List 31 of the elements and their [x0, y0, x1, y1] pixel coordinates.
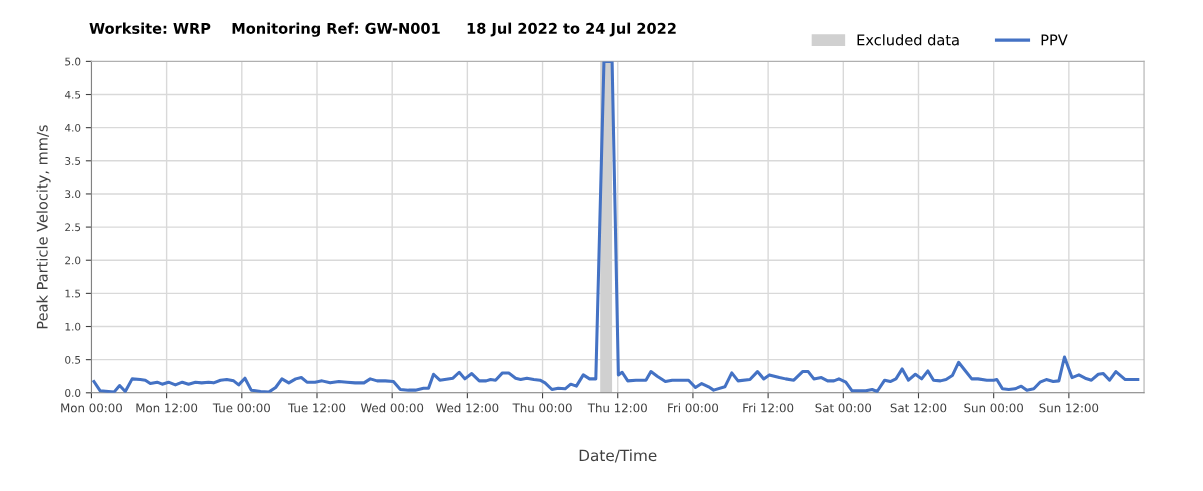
y-tick-label: 0.5 — [65, 355, 81, 364]
legend-label: Excluded data — [857, 34, 959, 46]
x-tick-label: Mon 00:00 — [61, 403, 122, 413]
y-tick-label: 2.5 — [65, 223, 81, 232]
x-tick-label: Mon 12:00 — [136, 403, 198, 413]
y-tick-label: 2.0 — [65, 256, 81, 265]
y-tick-label: 0.0 — [65, 389, 81, 397]
x-tick-label: Sun 00:00 — [964, 403, 1024, 413]
x-tick-label: Thu 12:00 — [587, 403, 647, 413]
x-axis-title: Date/Time — [579, 449, 657, 463]
x-tick-label: Wed 12:00 — [436, 403, 499, 413]
x-tick-label: Tue 12:00 — [287, 403, 346, 413]
y-tick-label: 3.5 — [65, 157, 81, 165]
y-axis-title: Peak Particle Velocity, mm/s — [36, 125, 51, 329]
y-tick-label: 3.0 — [65, 190, 81, 199]
x-tick-label: Sun 12:00 — [1039, 403, 1099, 413]
chart-title: Worksite: WRP Monitoring Ref: GW-N001 18 Jul 2022 to 24 Jul 2022 — [89, 22, 676, 37]
x-tick-label: Fri 12:00 — [743, 403, 794, 413]
x-tick-label: Sat 00:00 — [815, 403, 872, 413]
y-tick-label: 1.5 — [65, 289, 81, 298]
y-tick-label: 1.0 — [65, 322, 81, 331]
y-tick-label: 4.0 — [64, 123, 81, 132]
x-tick-label: Fri 00:00 — [668, 403, 719, 413]
y-tick-label: 4.5 — [64, 90, 81, 99]
x-tick-label: Thu 00:00 — [512, 403, 572, 413]
y-tick-label: 5.0 — [65, 57, 81, 66]
x-tick-label: Wed 00:00 — [360, 403, 424, 413]
x-tick-label: Sat 12:00 — [890, 403, 947, 413]
line-series — [92, 61, 1140, 393]
x-tick-label: Tue 00:00 — [212, 403, 270, 413]
legend-label: PPV — [1041, 34, 1068, 46]
